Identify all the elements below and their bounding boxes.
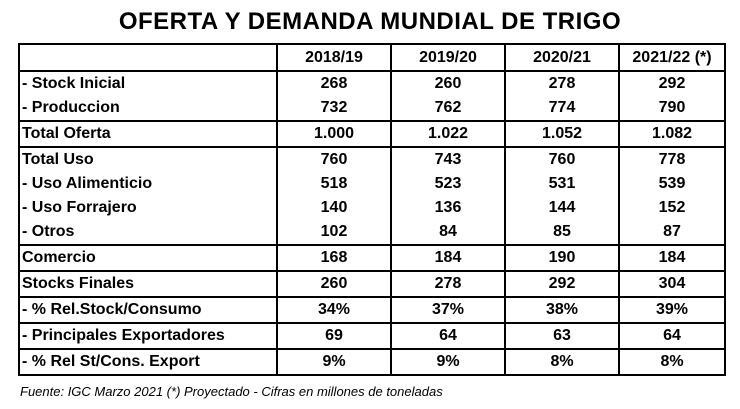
table-row: - % Rel.Stock/Consumo 34% 37% 38% 39% [18, 296, 726, 323]
table-cell: 64 [390, 322, 506, 349]
table-cell: 292 [618, 70, 726, 96]
table-cell: 790 [618, 96, 726, 121]
row-label: - % Rel.Stock/Consumo [18, 296, 278, 323]
table-cell: 190 [504, 244, 620, 271]
table-cell: 84 [390, 220, 506, 245]
table-cell: 1.082 [618, 120, 726, 147]
table-cell: 8% [618, 348, 726, 376]
table-row: Comercio 168 184 190 184 [18, 244, 726, 271]
table-cell: 1.052 [504, 120, 620, 147]
table-cell: 136 [390, 196, 506, 220]
table-cell: 760 [276, 146, 392, 172]
table-header-row: 2018/19 2019/20 2020/21 2021/22 (*) [18, 43, 726, 72]
table-cell: 278 [390, 270, 506, 297]
row-label: Total Oferta [18, 120, 278, 147]
page-title: OFERTA Y DEMANDA MUNDIAL DE TRIGO [118, 8, 622, 35]
table-cell: 69 [276, 322, 392, 349]
table-cell: 8% [504, 348, 620, 376]
table-cell: 102 [276, 220, 392, 245]
row-label: Comercio [18, 244, 278, 271]
table-cell: 38% [504, 296, 620, 323]
table-row: - Otros 102 84 85 87 [18, 220, 726, 245]
table-cell: 743 [390, 146, 506, 172]
table-cell: 85 [504, 220, 620, 245]
table-row: - Stock Inicial 268 260 278 292 [18, 70, 726, 96]
table-cell: 184 [390, 244, 506, 271]
row-label: - Uso Alimenticio [18, 172, 278, 196]
table-cell: 260 [390, 70, 506, 96]
header-cell-2021-22: 2021/22 (*) [618, 43, 726, 72]
table-cell: 34% [276, 296, 392, 323]
table-cell: 260 [276, 270, 392, 297]
table-row: - Produccion 732 762 774 790 [18, 96, 726, 121]
table-cell: 760 [504, 146, 620, 172]
table-cell: 1.022 [390, 120, 506, 147]
table-cell: 778 [618, 146, 726, 172]
table-cell: 39% [618, 296, 726, 323]
table-row: - Principales Exportadores 69 64 63 64 [18, 322, 726, 349]
row-label: - Uso Forrajero [18, 196, 278, 220]
table-cell: 140 [276, 196, 392, 220]
supply-demand-table: 2018/19 2019/20 2020/21 2021/22 (*) - St… [18, 43, 726, 376]
table-cell: 518 [276, 172, 392, 196]
table-cell: 152 [618, 196, 726, 220]
header-cell-2019-20: 2019/20 [390, 43, 506, 72]
table-cell: 268 [276, 70, 392, 96]
table-cell: 539 [618, 172, 726, 196]
source-footnote: Fuente: IGC Marzo 2021 (*) Proyectado - … [20, 384, 443, 399]
table-cell: 523 [390, 172, 506, 196]
row-label: - Otros [18, 220, 278, 245]
table-cell: 531 [504, 172, 620, 196]
table-cell: 9% [276, 348, 392, 376]
table-cell: 64 [618, 322, 726, 349]
table-cell: 168 [276, 244, 392, 271]
table-row: - Uso Forrajero 140 136 144 152 [18, 196, 726, 220]
row-label: - Stock Inicial [18, 70, 278, 96]
table-cell: 732 [276, 96, 392, 121]
table-cell: 278 [504, 70, 620, 96]
row-label: - Principales Exportadores [18, 322, 278, 349]
row-label: - Produccion [18, 96, 278, 121]
table-row: Total Uso 760 743 760 778 [18, 146, 726, 172]
table-row: Total Oferta 1.000 1.022 1.052 1.082 [18, 120, 726, 147]
row-label: - % Rel St/Cons. Export [18, 348, 278, 376]
table-cell: 184 [618, 244, 726, 271]
header-cell-2018-19: 2018/19 [276, 43, 392, 72]
header-cell-label [18, 43, 278, 72]
table-cell: 762 [390, 96, 506, 121]
table-cell: 1.000 [276, 120, 392, 147]
table-cell: 87 [618, 220, 726, 245]
table-row: - Uso Alimenticio 518 523 531 539 [18, 172, 726, 196]
row-label: Stocks Finales [18, 270, 278, 297]
table-cell: 774 [504, 96, 620, 121]
table-row: - % Rel St/Cons. Export 9% 9% 8% 8% [18, 348, 726, 376]
table-cell: 304 [618, 270, 726, 297]
table-row: Stocks Finales 260 278 292 304 [18, 270, 726, 297]
header-cell-2020-21: 2020/21 [504, 43, 620, 72]
table-cell: 144 [504, 196, 620, 220]
table-cell: 37% [390, 296, 506, 323]
table-cell: 292 [504, 270, 620, 297]
row-label: Total Uso [18, 146, 278, 172]
table-cell: 9% [390, 348, 506, 376]
table-cell: 63 [504, 322, 620, 349]
